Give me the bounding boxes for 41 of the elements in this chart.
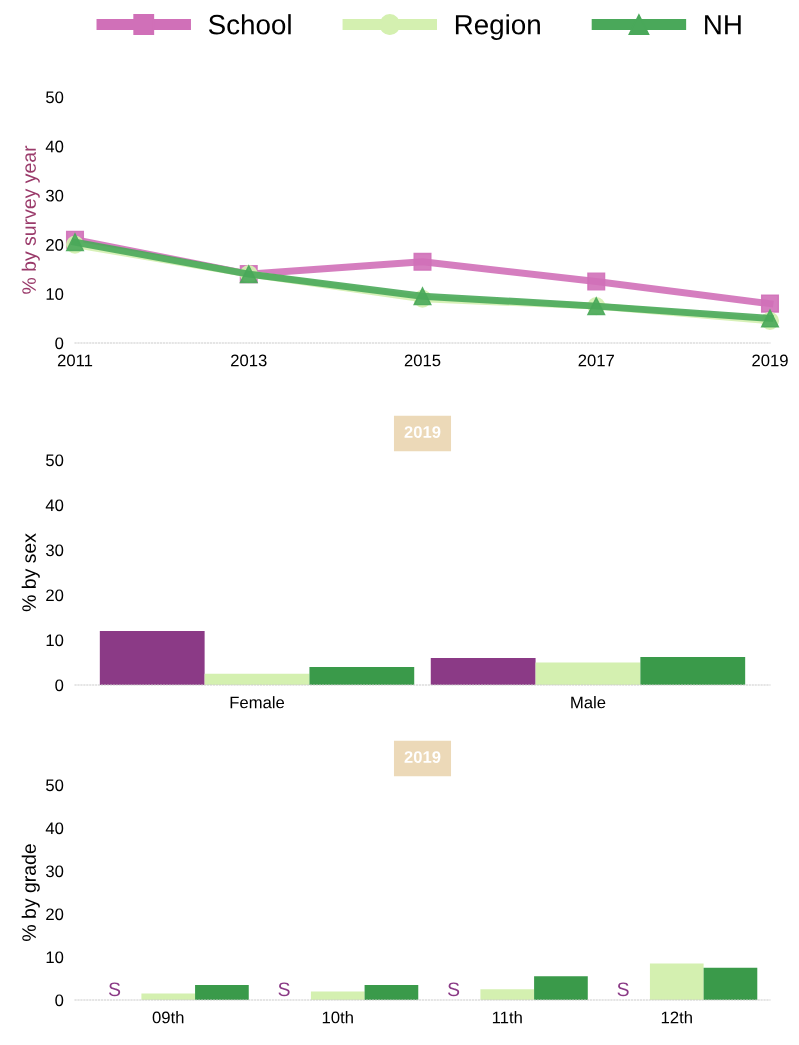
x-tick-label: Male xyxy=(571,696,606,709)
x-tick-label: 2015 xyxy=(404,354,441,367)
annotation: S xyxy=(617,982,629,997)
y-tick-label: 0 xyxy=(55,994,64,1007)
y-tick-label: 20 xyxy=(46,589,64,602)
x-tick-label: 09th xyxy=(152,1011,184,1024)
annotation: S xyxy=(447,982,460,997)
y-axis-title: % by grade xyxy=(21,844,40,941)
y-tick-label: 10 xyxy=(46,634,64,647)
legend-label: Region xyxy=(455,14,540,41)
y-tick-label: 40 xyxy=(45,822,64,835)
y-tick-label: 50 xyxy=(46,454,64,467)
x-tick-label: Female xyxy=(230,696,285,709)
y-tick-label: 50 xyxy=(46,91,64,104)
x-tick-label: 2017 xyxy=(578,354,614,367)
y-tick-label: 10 xyxy=(46,951,64,964)
x-tick-label: 2013 xyxy=(231,354,267,367)
y-tick-label: 20 xyxy=(46,908,64,921)
y-axis-title: % by survey year xyxy=(21,145,40,294)
x-tick-label: 11th xyxy=(492,1011,522,1024)
y-tick-label: 40 xyxy=(45,499,64,512)
y-tick-label: 30 xyxy=(45,865,64,878)
legend-label: School xyxy=(208,14,291,35)
y-tick-label: 30 xyxy=(45,189,64,202)
y-tick-label: 40 xyxy=(45,140,64,153)
x-tick-label: 2019 xyxy=(752,354,788,367)
y-axis-title: % by sex xyxy=(21,533,40,612)
chart-title: 2019 xyxy=(404,426,441,438)
legend-label: NH xyxy=(705,15,741,35)
x-tick-label: 10th xyxy=(322,1011,353,1024)
y-tick-label: 10 xyxy=(46,288,64,300)
y-tick-label: 0 xyxy=(55,679,64,692)
y-tick-label: 50 xyxy=(46,779,64,792)
chart-title: 2019 xyxy=(404,751,441,763)
y-tick-label: 0 xyxy=(55,337,64,350)
x-tick-label: 12th xyxy=(661,1011,692,1024)
y-tick-label: 20 xyxy=(46,239,64,251)
annotation: S xyxy=(278,982,290,997)
x-tick-label: 2011 xyxy=(57,354,93,367)
y-tick-label: 30 xyxy=(45,544,64,557)
annotation: S xyxy=(108,982,121,997)
